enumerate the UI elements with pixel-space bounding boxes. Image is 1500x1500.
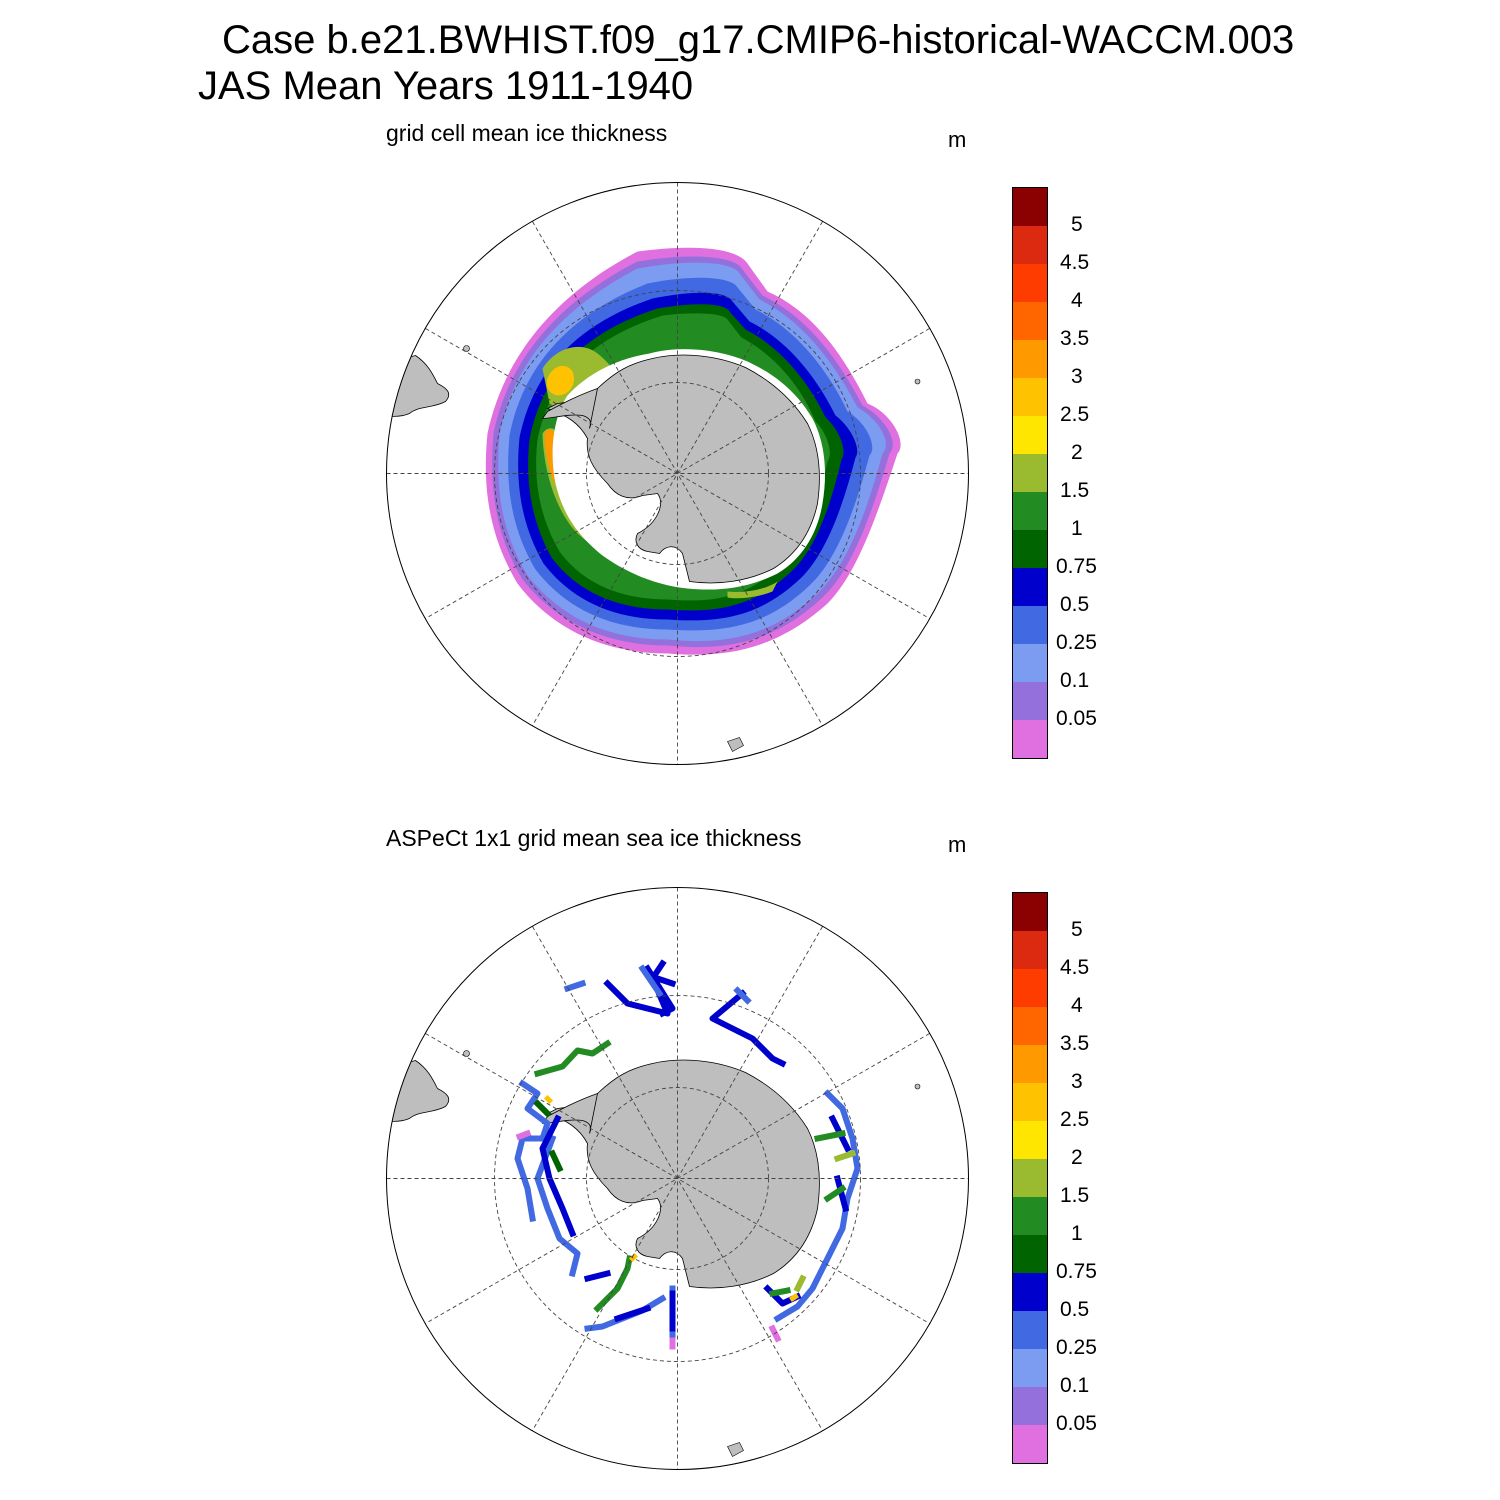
colorbar-label: 5 xyxy=(1071,213,1083,236)
track-east-green xyxy=(768,1129,847,1298)
ice-band-2.5 xyxy=(546,365,575,396)
antarctic-peninsula xyxy=(541,1092,599,1134)
colorbar-label: 1.5 xyxy=(1060,1184,1090,1207)
colorbar-swatch xyxy=(1013,340,1047,378)
panel-1-unit: m xyxy=(948,127,967,152)
track-west-green xyxy=(533,1099,564,1173)
colorbar-label: 3.5 xyxy=(1060,327,1090,350)
graticule xyxy=(386,182,969,765)
panel-2-title: ASPeCt 1x1 grid mean sea ice thickness xyxy=(386,825,802,851)
colorbar-swatch xyxy=(1013,644,1047,682)
colorbar-swatch xyxy=(1013,969,1047,1007)
island xyxy=(914,1083,921,1090)
colorbar-swatch xyxy=(1013,606,1047,644)
track-west xyxy=(514,1079,581,1278)
period-title: JAS Mean Years 1911-1940 xyxy=(198,64,694,108)
island xyxy=(727,737,744,752)
colorbar-swatch xyxy=(1013,1311,1047,1349)
colorbar-label: 4.5 xyxy=(1060,956,1090,979)
colorbar-label: 0.25 xyxy=(1056,631,1097,654)
colorbar-label: 3 xyxy=(1071,365,1083,388)
colorbar-swatch xyxy=(1013,416,1047,454)
colorbar-swatch xyxy=(1013,1349,1047,1387)
colorbar-swatch xyxy=(1013,302,1047,340)
colorbar-label: 1 xyxy=(1071,1222,1083,1245)
colorbar-label: 0.75 xyxy=(1056,1260,1097,1283)
colorbar-swatch xyxy=(1013,226,1047,264)
panel-2-unit: m xyxy=(948,832,967,857)
track-east xyxy=(773,1089,861,1323)
colorbar-label: 0.05 xyxy=(1056,707,1097,730)
colorbar-swatch xyxy=(1013,1121,1047,1159)
track-north xyxy=(603,959,787,1068)
colorbar-label: 1.5 xyxy=(1060,479,1090,502)
colorbar-swatch xyxy=(1013,454,1047,492)
colorbar-label: 1 xyxy=(1071,517,1083,540)
colorbar-label: 0.5 xyxy=(1060,1298,1090,1321)
panel-2-polar-map xyxy=(386,887,969,1470)
colorbar-swatch xyxy=(1013,378,1047,416)
graticule xyxy=(386,887,969,1470)
colorbar-label: 3.5 xyxy=(1060,1032,1090,1055)
colorbar-swatch xyxy=(1013,568,1047,606)
case-title: Case b.e21.BWHIST.f09_g17.CMIP6-historic… xyxy=(222,18,1295,62)
colorbar-swatch xyxy=(1013,893,1047,931)
colorbar-swatch xyxy=(1013,1235,1047,1273)
colorbar-label: 0.5 xyxy=(1060,593,1090,616)
island xyxy=(463,345,470,352)
colorbar-swatch xyxy=(1013,1159,1047,1197)
colorbar-swatch xyxy=(1013,682,1047,720)
colorbar-swatch xyxy=(1013,931,1047,969)
colorbar-swatch xyxy=(1013,530,1047,568)
colorbar-label: 4.5 xyxy=(1060,251,1090,274)
colorbar-swatch xyxy=(1013,264,1047,302)
colorbar-swatch xyxy=(1013,720,1047,758)
colorbar-swatch xyxy=(1013,1197,1047,1235)
panel-1-colorbar xyxy=(1012,187,1048,759)
antarctic-peninsula xyxy=(541,387,599,429)
colorbar-swatch xyxy=(1013,1045,1047,1083)
colorbar-swatch xyxy=(1013,1425,1047,1463)
colorbar-label: 0.75 xyxy=(1056,555,1097,578)
island xyxy=(463,1050,470,1057)
colorbar-swatch xyxy=(1013,1273,1047,1311)
track-east-yellow xyxy=(793,1149,857,1293)
island xyxy=(914,378,921,385)
colorbar-label: 2 xyxy=(1071,441,1083,464)
island xyxy=(727,1442,744,1457)
colorbar-swatch xyxy=(1013,188,1047,226)
colorbar-label: 5 xyxy=(1071,918,1083,941)
track-south-dark xyxy=(613,1290,676,1332)
ice-band-2-south xyxy=(727,581,778,599)
colorbar-label: 0.05 xyxy=(1056,1412,1097,1435)
colorbar-swatch xyxy=(1013,1083,1047,1121)
colorbar-label: 0.1 xyxy=(1060,669,1090,692)
panel-1-polar-map xyxy=(386,182,969,765)
panel-2-colorbar xyxy=(1012,892,1048,1464)
colorbar-label: 2.5 xyxy=(1060,403,1090,426)
colorbar-label: 2 xyxy=(1071,1146,1083,1169)
colorbar-swatch xyxy=(1013,492,1047,530)
colorbar-swatch xyxy=(1013,1007,1047,1045)
colorbar-label: 0.1 xyxy=(1060,1374,1090,1397)
colorbar-label: 0.25 xyxy=(1056,1336,1097,1359)
track-northwest xyxy=(533,1039,612,1078)
colorbar-label: 2.5 xyxy=(1060,1108,1090,1131)
colorbar-label: 3 xyxy=(1071,1070,1083,1093)
track-north-light xyxy=(563,964,752,1005)
colorbar-label: 4 xyxy=(1071,289,1083,312)
colorbar-label: 4 xyxy=(1071,994,1083,1017)
panel-1-title: grid cell mean ice thickness xyxy=(386,120,668,146)
colorbar-swatch xyxy=(1013,1387,1047,1425)
